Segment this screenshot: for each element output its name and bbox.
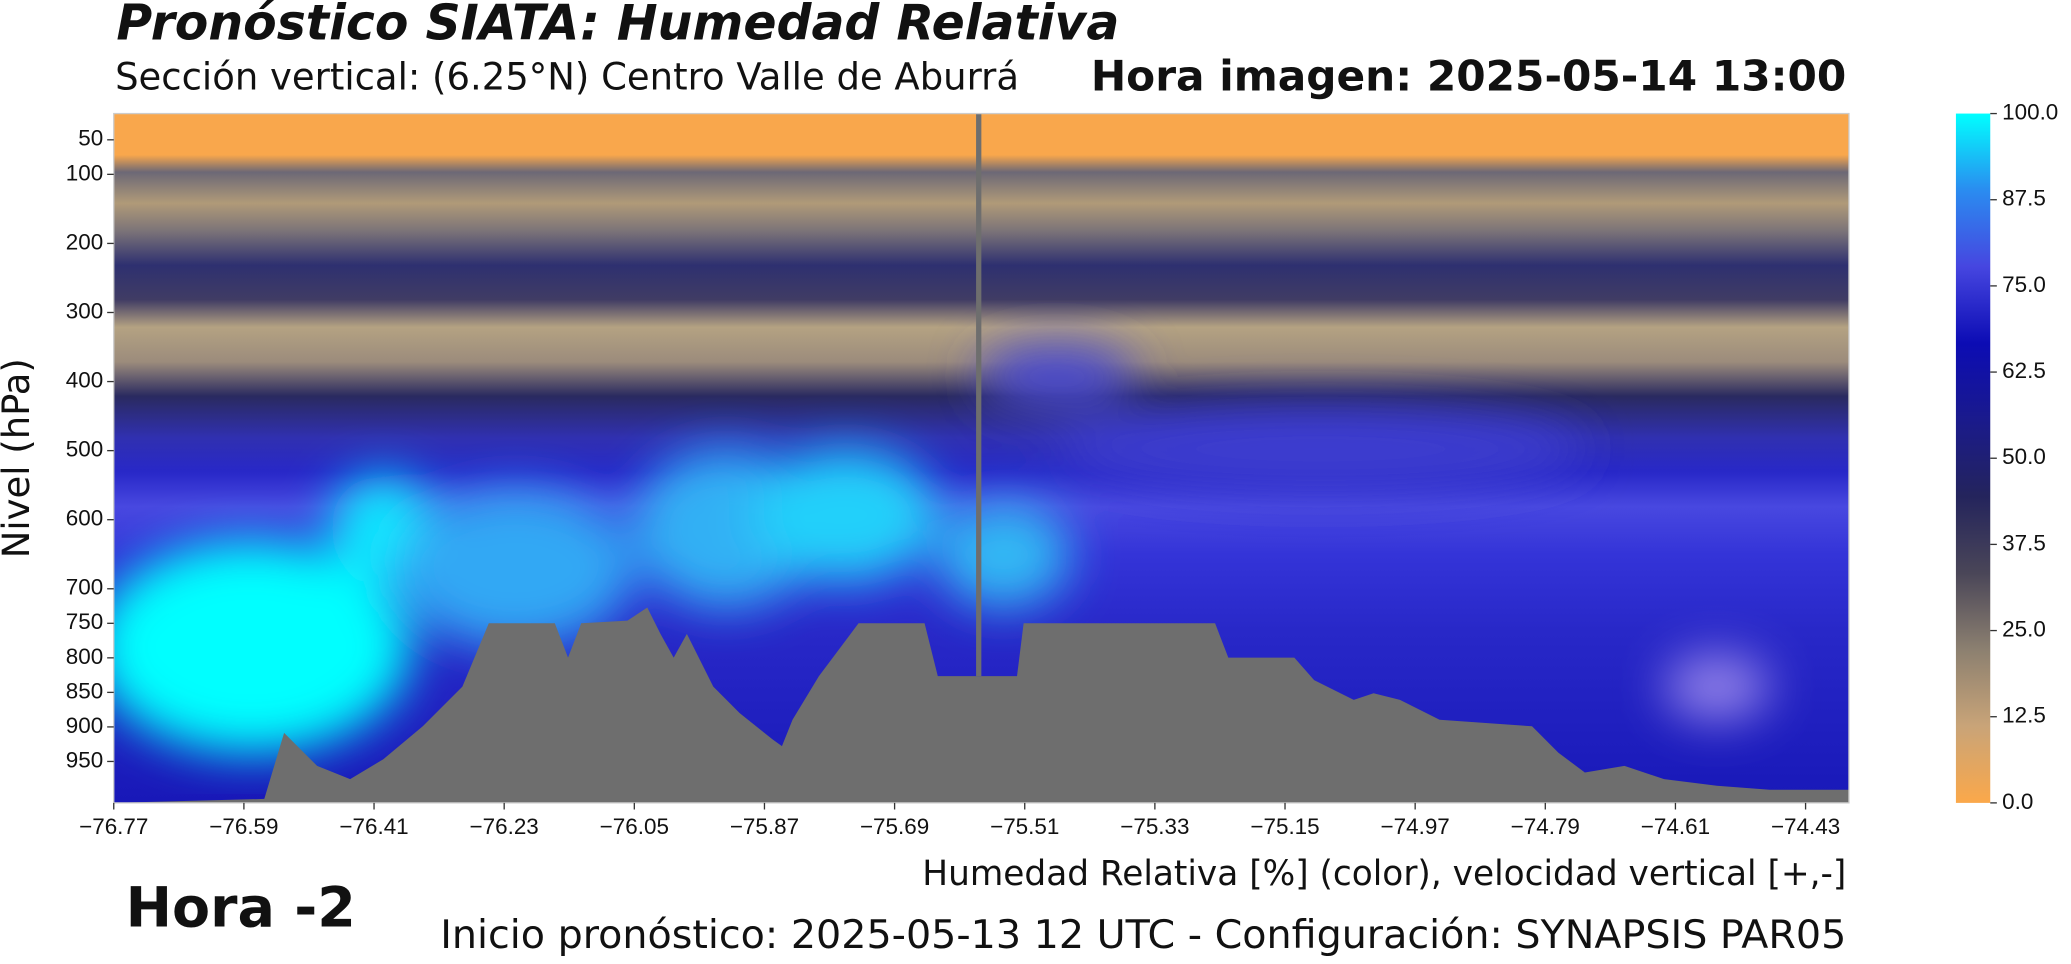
- colorbar-tick-label: 87.5: [2002, 186, 2046, 211]
- colorbar-tick-label: 12.5: [2002, 703, 2046, 728]
- colorbar-tick-label: 62.5: [2002, 358, 2046, 383]
- plot-frame: [113, 112, 1850, 804]
- y-tick-label: 300: [66, 298, 103, 323]
- y-tick-label: 750: [66, 609, 103, 634]
- y-tick-label: 800: [66, 644, 103, 669]
- x-tick-label: −76.59: [209, 814, 278, 839]
- x-tick-label: −75.69: [860, 814, 929, 839]
- x-tick-label: −74.43: [1771, 814, 1840, 839]
- x-tick-label: −74.61: [1641, 814, 1710, 839]
- colorbar-tick-label: 0.0: [2002, 789, 2033, 814]
- x-tick-label: −75.33: [1120, 814, 1189, 839]
- chart-subtitle: Sección vertical: (6.25°N) Centro Valle …: [115, 56, 1019, 99]
- y-tick-label: 600: [66, 506, 103, 531]
- y-tick-label: 50: [78, 126, 103, 151]
- colorbar-tick-label: 75.0: [2002, 272, 2046, 297]
- x-tick-label: −76.05: [600, 814, 669, 839]
- humid-areas: [113, 343, 1770, 753]
- x-tick-label: −76.41: [339, 814, 408, 839]
- y-tick-label: 950: [66, 747, 103, 772]
- field: [113, 113, 1849, 803]
- y-tick-label: 700: [66, 575, 103, 600]
- colorbar-tick-label: 100.0: [2002, 99, 2058, 124]
- y-axis-label: Nivel (hPa): [0, 358, 38, 558]
- y-tick-label: 850: [66, 678, 103, 703]
- hour-label: Hora -2: [126, 876, 356, 940]
- x-tick-label: −75.87: [730, 814, 799, 839]
- colorbar: [1955, 113, 1991, 803]
- x-tick-label: −74.79: [1511, 814, 1580, 839]
- x-tick-label: −75.15: [1250, 814, 1319, 839]
- colorbar-tick-label: 25.0: [2002, 616, 2046, 641]
- y-tick-label: 100: [66, 160, 103, 185]
- time-label: Hora imagen: 2025-05-14 13:00: [1091, 52, 1847, 101]
- y-tick-label: 500: [66, 437, 103, 462]
- chart-title: Pronóstico SIATA: Humedad Relativa: [116, 0, 1119, 51]
- colorbar-tick-label: 50.0: [2002, 444, 2046, 469]
- footer: Inicio pronóstico: 2025-05-13 12 UTC - C…: [440, 912, 1846, 958]
- y-tick-label: 200: [66, 229, 103, 254]
- y-tick-label: 400: [66, 367, 103, 392]
- x-tick-label: −74.97: [1381, 814, 1450, 839]
- x-tick-label: −75.51: [990, 814, 1059, 839]
- y-tick-label: 900: [66, 713, 103, 738]
- x-axis-label: Humedad Relativa [%] (color), velocidad …: [922, 854, 1846, 894]
- x-tick-label: −76.77: [79, 814, 148, 839]
- colorbar-tick-label: 37.5: [2002, 530, 2046, 555]
- x-tick-label: −76.23: [470, 814, 539, 839]
- terrain: [113, 607, 1849, 803]
